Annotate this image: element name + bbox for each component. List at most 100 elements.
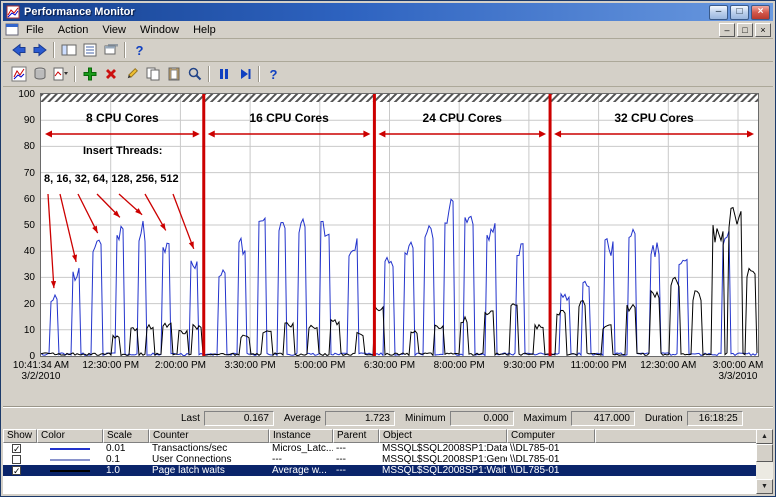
legend-column-show[interactable]: Show (3, 429, 37, 443)
y-axis-tick: 30 (23, 272, 35, 284)
color-cell (37, 447, 103, 450)
legend-column-scale[interactable]: Scale (103, 429, 149, 443)
y-axis-tick: 60 (23, 193, 35, 205)
legend-column-parent[interactable]: Parent (333, 429, 379, 443)
view-log-data-button[interactable] (29, 65, 50, 84)
main-toolbar: ? (3, 39, 773, 62)
view-current-activity-button[interactable] (8, 65, 29, 84)
zoom-button[interactable] (184, 65, 205, 84)
legend-row[interactable]: 0.1 User Connections --- --- MSSQL$SQL2008SP… (3, 454, 756, 465)
chart-toolbar: ? (3, 62, 773, 87)
menu-file[interactable]: File (26, 23, 44, 36)
legend-column-color[interactable]: Color (37, 429, 103, 443)
toolbar-separator (53, 42, 55, 58)
section-label: 8 CPU Cores (86, 111, 159, 125)
help-button[interactable]: ? (129, 41, 150, 60)
counter-cell: Page latch waits (152, 465, 225, 476)
scroll-up-button[interactable]: ▲ (756, 429, 773, 444)
add-counter-button[interactable] (79, 65, 100, 84)
freeze-display-button[interactable] (213, 65, 234, 84)
legend-column-instance[interactable]: Instance (269, 429, 333, 443)
section-label: 32 CPU Cores (614, 111, 694, 125)
show-checkbox[interactable]: ✓ (12, 466, 21, 475)
x-axis-tick: 12:30:00 AM (640, 360, 697, 371)
minimum-value: 0.000 (449, 411, 514, 426)
minimize-button[interactable]: – (709, 4, 728, 20)
last-value: 0.167 (203, 411, 274, 426)
menu-help[interactable]: Help (193, 23, 216, 36)
menubar-items: File Action View Window Help (19, 22, 223, 38)
show-checkbox[interactable]: ✓ (12, 444, 21, 453)
update-data-button[interactable] (234, 65, 255, 84)
view-log-data-icon (34, 67, 45, 80)
y-axis-tick: 70 (23, 167, 35, 179)
maximum-label: Maximum (523, 413, 567, 424)
forward-icon (33, 43, 47, 57)
object-cell: MSSQL$SQL2008SP1:Wait S... (382, 465, 507, 476)
computer-cell: \\DL785-01 (510, 443, 560, 454)
delete-counter-button[interactable] (100, 65, 121, 84)
dropdown-arrow-icon (63, 72, 68, 75)
show-checkbox[interactable] (12, 455, 21, 464)
new-window-button[interactable] (100, 41, 121, 60)
instance-cell: --- (272, 454, 282, 465)
back-button[interactable] (8, 41, 29, 60)
forward-button[interactable] (29, 41, 50, 60)
show-hide-console-tree-button[interactable] (58, 41, 79, 60)
legend-body: ✓ 0.01 Transactions/sec Micros_Latc... --- MS… (3, 443, 756, 494)
legend-row[interactable]: ✓ 0.01 Transactions/sec Micros_Latc... --- MS… (3, 443, 756, 454)
scroll-down-button[interactable]: ▼ (756, 479, 773, 494)
scale-cell: 1.0 (106, 465, 120, 476)
menu-view[interactable]: View (102, 23, 126, 36)
last-label: Last (181, 413, 200, 424)
insert-threads-label: Insert Threads: (83, 145, 163, 157)
maximize-button[interactable]: □ (730, 4, 749, 20)
mdi-minimize-button[interactable]: – (719, 22, 735, 37)
legend-row[interactable]: ✓ 1.0 Page latch waits Average w... --- MSSQL… (3, 465, 756, 476)
toolbar-separator (258, 66, 260, 82)
console-window-icon (5, 23, 19, 36)
maximum-value: 417.000 (570, 411, 635, 426)
copy-properties-button[interactable] (142, 65, 163, 84)
color-swatch (50, 458, 90, 461)
thread-counts-label: 8, 16, 32, 64, 128, 256, 512 (44, 173, 179, 185)
x-axis-tick: 11:00:00 PM (570, 360, 627, 371)
new-window-icon (104, 44, 118, 55)
x-axis-tick: 3:00:00 AM 3/3/2010 (712, 360, 764, 382)
value-bar: Last 0.167 Average 1.723 Minimum 0.000 M… (3, 407, 773, 429)
export-list-button[interactable] (79, 41, 100, 60)
window-title: Performance Monitor (24, 6, 135, 18)
y-axis-tick: 40 (23, 246, 35, 258)
color-cell (37, 458, 103, 461)
paste-counter-list-button[interactable] (163, 65, 184, 84)
copy-properties-icon (146, 67, 159, 81)
section-label: 24 CPU Cores (422, 111, 502, 125)
add-counter-icon (83, 67, 96, 81)
plot-area[interactable] (40, 93, 759, 357)
help-icon: ? (269, 66, 278, 82)
legend-column-counter[interactable]: Counter (149, 429, 269, 443)
mdi-restore-button[interactable]: □ (737, 22, 753, 37)
x-axis-tick: 2:00:00 PM (154, 360, 206, 371)
show-cell: ✓ (3, 444, 37, 453)
menu-window[interactable]: Window (139, 23, 180, 36)
x-axis-tick: 12:30:00 PM (82, 360, 140, 371)
scale-cell: 0.1 (106, 454, 120, 465)
chart-type-button[interactable] (50, 65, 71, 84)
mdi-close-button[interactable]: × (755, 22, 771, 37)
close-button[interactable]: × (751, 4, 770, 20)
x-axis-tick: 6:30:00 PM (363, 360, 416, 371)
legend-column-computer[interactable]: Computer (507, 429, 595, 443)
chart-help-button[interactable]: ? (263, 65, 284, 84)
titlebar[interactable]: Performance Monitor – □ × (3, 3, 773, 21)
legend-scrollbar[interactable]: ▲ ▼ (756, 429, 773, 494)
legend-column-object[interactable]: Object (379, 429, 507, 443)
y-axis-tick: 20 (23, 298, 35, 310)
instance-cell: Average w... (272, 465, 327, 476)
x-axis-tick: 10:41:34 AM 3/2/2010 (12, 360, 70, 382)
scroll-thumb[interactable] (756, 444, 773, 462)
menu-action[interactable]: Action (57, 23, 89, 36)
x-axis-tick: 9:30:00 PM (503, 360, 555, 371)
highlight-button[interactable] (121, 65, 142, 84)
